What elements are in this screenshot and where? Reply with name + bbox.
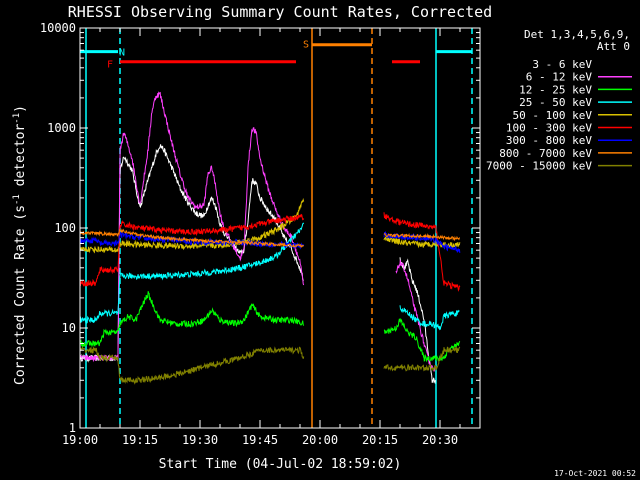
series-line-7 [80, 228, 305, 248]
x-tick-label-4: 20:00 [302, 433, 338, 447]
legend-label-2: 12 - 25 keV [519, 83, 592, 96]
x-tick-label-2: 19:30 [182, 433, 218, 447]
series-line-8-b [383, 345, 461, 372]
series-line-0-b [399, 257, 436, 385]
series-line-2 [80, 291, 305, 348]
legend-label-4: 50 - 100 keV [513, 109, 593, 122]
y-axis-label-main: Corrected Count Rate (s [13, 205, 28, 385]
y-axis-label-sup1: -1 [12, 194, 22, 205]
annotation-f: F [107, 60, 113, 71]
plot-area: NF S 19:00 19:15 19:30 19:45 20:00 20:15 20:30 1 1… [40, 21, 481, 447]
series-line-3 [80, 222, 305, 324]
y-axis-label-sup2: -1 [12, 113, 22, 124]
x-tick-label-1: 19:15 [122, 433, 158, 447]
legend-header-0: Det 1,3,4,5,6,9, [524, 28, 630, 41]
legend-label-5: 100 - 300 keV [506, 122, 592, 135]
y-tick-label-0: 1 [69, 421, 76, 435]
legend-label-3: 25 - 50 keV [519, 96, 592, 109]
legend-label-6: 300 - 800 keV [506, 134, 592, 147]
y-tick-label-2: 100 [54, 221, 76, 235]
annotation-s: S [303, 39, 309, 50]
legend-label-8: 7000 - 15000 keV [486, 160, 592, 173]
series-line-8 [80, 345, 305, 385]
series-line-1-b [395, 260, 437, 373]
footer-date: 17-Oct-2021 00:52 [554, 469, 636, 478]
legend-label-1: 6 - 12 keV [526, 71, 593, 84]
series-line-4-b [383, 235, 461, 249]
y-tick-label-4: 10000 [40, 21, 76, 35]
y-axis-label: Corrected Count Rate (s-1 detector-1) [12, 105, 28, 385]
x-tick-label-5: 20:15 [362, 433, 398, 447]
x-axis-label: Start Time (04-Jul-02 18:59:02) [159, 457, 402, 472]
series-line-5-b [383, 212, 461, 292]
y-tick-label-1: 10 [62, 321, 76, 335]
x-tick-label-6: 20:30 [422, 433, 458, 447]
legend-header-1: Att 0 [597, 40, 630, 53]
legend-label-7: 800 - 7000 keV [499, 147, 592, 160]
legend-label-0: 3 - 6 keV [532, 58, 592, 71]
y-axis-label-end: ) [13, 105, 28, 113]
y-axis-label-mid: detector [13, 124, 28, 195]
annotation-n: N [119, 48, 125, 59]
x-tick-label-3: 19:45 [242, 433, 278, 447]
plot-clipped-group: NF S [80, 28, 473, 428]
series-line-4 [80, 197, 305, 254]
series-line-5 [80, 213, 305, 287]
y-tick-label-3: 1000 [47, 121, 76, 135]
x-tick-label-0: 19:00 [62, 433, 98, 447]
series-line-3-b [399, 305, 460, 331]
series-line-7-b [383, 232, 460, 242]
series-line-6-b [383, 230, 461, 253]
chart-title: RHESSI Observing Summary Count Rates, Co… [68, 3, 492, 21]
